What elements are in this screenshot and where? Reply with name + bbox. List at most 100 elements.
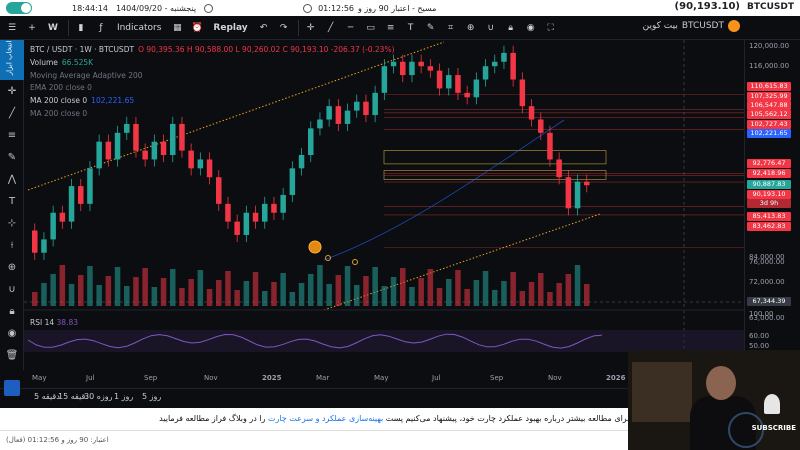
zoom-icon[interactable]: ⊕: [466, 22, 475, 33]
templates-icon[interactable]: ▦: [173, 22, 182, 33]
candle: [151, 141, 158, 160]
lock-icon[interactable]: 🔒︎: [508, 22, 514, 33]
clock-icon: [204, 3, 214, 13]
candle: [262, 203, 268, 222]
lock-tool-icon[interactable]: 🔒︎: [9, 306, 15, 317]
volume-bar: [87, 266, 93, 306]
range-button[interactable]: 5 دقیقه: [34, 392, 60, 401]
volume-bar: [436, 288, 443, 306]
rsi-tick: 100.00: [749, 310, 774, 318]
fullscreen-icon[interactable]: ⛶: [547, 22, 554, 33]
text-tool-icon[interactable]: T: [407, 22, 414, 33]
candle: [510, 52, 516, 80]
candle: [243, 212, 250, 235]
camera-icon[interactable]: ◉: [526, 22, 535, 33]
eye-tool-icon[interactable]: ◉: [7, 328, 17, 339]
volume-bar: [547, 292, 553, 306]
ma-line: [323, 119, 565, 261]
time-axis[interactable]: May Jul Sep Nov 2025 Mar May Jul Sep Nov 2026: [24, 372, 744, 386]
volume-bar: [473, 280, 480, 306]
time-tick: May: [374, 374, 389, 382]
webcam-shelf: [632, 362, 692, 422]
brush-tool-icon[interactable]: ✎: [7, 152, 17, 163]
candle: [556, 159, 562, 178]
range-button[interactable]: 5 روز: [142, 392, 162, 401]
prediction-tool-icon[interactable]: ⊹: [7, 218, 17, 229]
volume-bar: [41, 283, 47, 306]
rectangle-icon[interactable]: ▭: [366, 22, 375, 33]
footer-text: اعتبار: 90 روز و 01:12:56 (فعال): [6, 436, 109, 444]
legend-ma2: MA 200 close 0: [30, 108, 88, 118]
trendline-tool-icon[interactable]: ╱: [8, 108, 16, 119]
rsi-legend: RSI 14 38.83: [30, 318, 78, 327]
info-message: برای مطالعه بیشتر درباره بهبود عملکرد چا…: [159, 414, 632, 423]
trash-tool-icon[interactable]: 🗑︎: [5, 350, 19, 361]
replay-button[interactable]: Replay: [213, 22, 248, 33]
tool-select-tab[interactable]: انتخاب ابزار: [0, 40, 24, 80]
volume-bar: [262, 291, 268, 306]
text-tool-icon[interactable]: T: [8, 196, 16, 207]
volume-bar: [574, 265, 581, 306]
volume-bar: [501, 281, 507, 306]
candle: [547, 132, 553, 160]
range-button[interactable]: 15 دقیقه: [58, 392, 89, 401]
price-label: 3d 9h: [747, 199, 791, 208]
volume-bar: [565, 274, 572, 306]
alert-icon[interactable]: ⏰: [191, 22, 204, 33]
cursor-tool-icon[interactable]: ✛: [7, 86, 17, 97]
candle: [501, 52, 507, 62]
chart-legend: BTC / USDT · 1W · BTCUSDT O 90,395.36 H …: [30, 44, 395, 121]
indicators-icon[interactable]: ƒ: [99, 22, 103, 33]
menu-icon[interactable]: ☰: [7, 22, 17, 33]
undo-icon[interactable]: ↶: [259, 22, 268, 33]
magnet-icon[interactable]: ∪: [487, 22, 494, 33]
candle: [390, 61, 397, 67]
info-text-pre: برای مطالعه بیشتر درباره بهبود عملکرد چا…: [385, 414, 630, 423]
add-symbol-icon[interactable]: +: [28, 22, 36, 33]
candle: [179, 123, 185, 151]
pattern-tool-icon[interactable]: ⋀: [7, 174, 17, 185]
candle: [87, 168, 93, 204]
candle: [326, 106, 332, 120]
candle: [344, 110, 351, 124]
star-icon[interactable]: [4, 380, 20, 396]
fib-tool-icon[interactable]: ≡: [7, 130, 17, 141]
candle: [409, 61, 415, 76]
volume-bar: [308, 274, 314, 306]
cursor-icon[interactable]: ✛: [306, 22, 315, 33]
volume-bar: [50, 274, 56, 306]
candle: [188, 150, 194, 169]
candle: [482, 66, 489, 80]
interval-button[interactable]: W: [48, 22, 58, 33]
redo-icon[interactable]: ↷: [279, 22, 288, 33]
chart-pane[interactable]: [24, 40, 744, 370]
range-button[interactable]: 30 روزه: [84, 392, 113, 401]
indicators-button[interactable]: Indicators: [116, 22, 162, 33]
zoom-tool-icon[interactable]: ⊕: [7, 262, 17, 273]
candles-icon[interactable]: ▮: [78, 22, 84, 33]
fib-icon[interactable]: ≡: [386, 22, 395, 33]
candle: [363, 101, 369, 116]
trendline-icon[interactable]: ╱: [327, 22, 334, 33]
hline-icon[interactable]: ─: [347, 22, 354, 33]
session-label: مسیح - اعتبار 90 روز و: [358, 3, 437, 13]
info-link[interactable]: بهینه‌سازی عملکرد و سرعت چارت: [267, 414, 384, 423]
candle: [280, 194, 286, 213]
magnet-tool-icon[interactable]: ∪: [8, 284, 16, 295]
volume-bar: [32, 292, 38, 306]
candle: [50, 212, 56, 240]
price-scale[interactable]: 120,000.00116,000.00100,000.0084,000.007…: [744, 40, 800, 370]
candle: [78, 186, 84, 204]
range-button[interactable]: 1 روز: [114, 392, 134, 401]
brush-icon[interactable]: ✎: [426, 22, 435, 33]
ruler-icon[interactable]: ⌗: [448, 22, 454, 33]
toggle-switch[interactable]: [6, 2, 32, 14]
candle: [436, 70, 443, 89]
price-chart[interactable]: [24, 40, 744, 370]
candle: [142, 150, 148, 160]
volume-bar: [216, 280, 222, 306]
candle: [133, 123, 139, 151]
pivot-marker: [325, 255, 331, 261]
symbol-chip[interactable]: بیت کوین BTCUSDT: [643, 20, 740, 32]
measure-tool-icon[interactable]: ⟊: [10, 240, 14, 251]
